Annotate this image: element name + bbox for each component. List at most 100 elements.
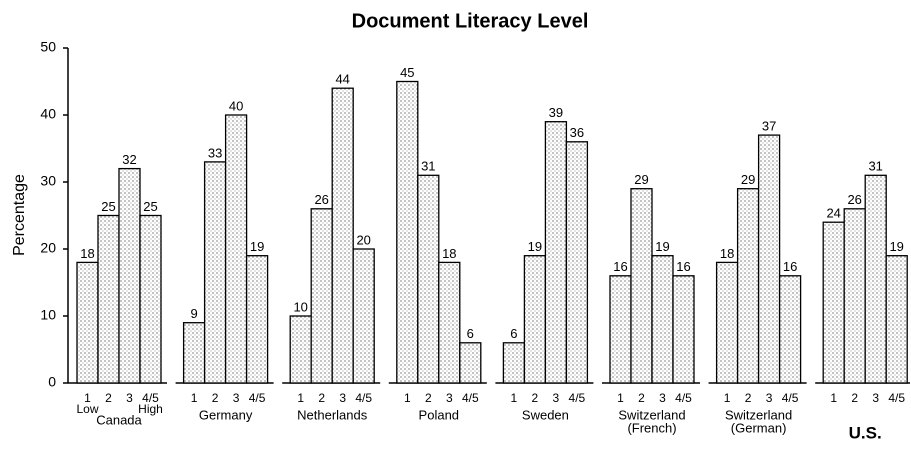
x-tick-label: 2 xyxy=(105,391,112,405)
value-label: 44 xyxy=(335,72,349,87)
bar xyxy=(565,141,589,384)
y-tick-label: 40 xyxy=(40,106,56,122)
value-label: 29 xyxy=(634,172,648,187)
x-tick-label: 3 xyxy=(126,391,133,405)
value-label: 19 xyxy=(655,239,669,254)
value-label: 31 xyxy=(421,159,435,174)
bar xyxy=(864,174,887,384)
bar xyxy=(331,87,354,384)
value-label: 18 xyxy=(442,246,456,261)
bar xyxy=(715,261,739,384)
bar xyxy=(203,161,227,384)
x-tick-label: 3 xyxy=(446,391,453,405)
bar xyxy=(289,315,312,384)
x-tick-label: 4/5 xyxy=(142,391,159,405)
bar xyxy=(97,214,120,384)
value-label: 45 xyxy=(400,65,414,80)
group-label: Canada xyxy=(96,412,142,427)
value-label: 19 xyxy=(528,239,542,254)
x-tick-label: 1 xyxy=(511,391,518,405)
x-tick-label: 3 xyxy=(766,391,773,405)
x-tick-label: 4/5 xyxy=(355,391,372,405)
bar xyxy=(672,275,695,384)
x-tick-label: 1 xyxy=(724,391,731,405)
value-label: 24 xyxy=(826,206,840,221)
value-label: 16 xyxy=(676,259,690,274)
y-tick-label: 0 xyxy=(48,374,56,390)
y-tick-label: 20 xyxy=(40,240,56,256)
x-tick-label: 4/5 xyxy=(569,391,586,405)
bar xyxy=(459,342,482,384)
x-tick-label: 2 xyxy=(318,391,325,405)
bar xyxy=(310,208,333,384)
x-tick-label: 4/5 xyxy=(782,391,799,405)
bar xyxy=(417,174,440,384)
value-label: 18 xyxy=(720,246,734,261)
bar xyxy=(544,121,568,384)
bar xyxy=(651,255,674,384)
x-tick-label: 2 xyxy=(745,391,752,405)
bar xyxy=(118,167,141,384)
value-label: 20 xyxy=(356,232,370,247)
bar xyxy=(757,134,781,384)
bar xyxy=(224,114,248,384)
x-tick-label: 2 xyxy=(425,391,432,405)
value-label: 25 xyxy=(143,199,157,214)
value-label: 19 xyxy=(889,239,903,254)
bar xyxy=(523,255,547,384)
bar xyxy=(822,221,845,384)
bar xyxy=(736,188,760,384)
bar xyxy=(245,255,269,384)
y-tick-label: 50 xyxy=(40,39,56,55)
bar xyxy=(438,261,461,384)
x-tick-label: 3 xyxy=(659,391,666,405)
scale-label: High xyxy=(138,402,163,416)
x-tick-label: 1 xyxy=(84,391,91,405)
group-label: Germany xyxy=(199,407,253,422)
bar xyxy=(630,188,653,384)
bar xyxy=(609,275,632,384)
value-label: 6 xyxy=(510,326,517,341)
value-label: 16 xyxy=(613,259,627,274)
value-label: 32 xyxy=(122,152,136,167)
value-label: 19 xyxy=(250,239,264,254)
value-label: 31 xyxy=(868,159,882,174)
y-axis-label: Percentage xyxy=(11,174,28,256)
group-label: U.S. xyxy=(849,423,882,442)
value-label: 29 xyxy=(741,172,755,187)
x-tick-label: 3 xyxy=(339,391,346,405)
value-label: 26 xyxy=(314,192,328,207)
value-label: 39 xyxy=(549,105,563,120)
value-label: 18 xyxy=(80,246,94,261)
x-tick-label: 2 xyxy=(212,391,219,405)
x-tick-label: 1 xyxy=(617,391,624,405)
bar xyxy=(182,322,206,384)
value-label: 36 xyxy=(570,125,584,140)
value-label: 26 xyxy=(847,192,861,207)
chart-title: Document Literacy Level xyxy=(352,10,589,32)
x-tick-label: 1 xyxy=(191,391,198,405)
group-label: (German) xyxy=(731,420,787,435)
x-tick-label: 2 xyxy=(532,391,539,405)
bar xyxy=(139,214,162,384)
bar xyxy=(76,261,99,384)
y-tick-label: 30 xyxy=(40,173,56,189)
group-label: Sweden xyxy=(522,407,569,422)
value-label: 16 xyxy=(783,259,797,274)
x-tick-label: 2 xyxy=(638,391,645,405)
value-label: 40 xyxy=(229,98,243,113)
group-label: (French) xyxy=(627,420,676,435)
group-label: Switzerland xyxy=(618,407,685,422)
value-label: 33 xyxy=(208,145,222,160)
x-tick-label: 4/5 xyxy=(249,391,266,405)
x-tick-label: 1 xyxy=(404,391,411,405)
x-tick-label: 4/5 xyxy=(675,391,692,405)
group-label: Netherlands xyxy=(297,407,368,422)
bar xyxy=(396,80,419,384)
x-tick-label: 4/5 xyxy=(462,391,479,405)
x-tick-label: 4/5 xyxy=(888,391,905,405)
x-tick-label: 1 xyxy=(297,391,304,405)
bar xyxy=(843,208,866,384)
value-label: 37 xyxy=(762,119,776,134)
x-tick-label: 3 xyxy=(872,391,879,405)
